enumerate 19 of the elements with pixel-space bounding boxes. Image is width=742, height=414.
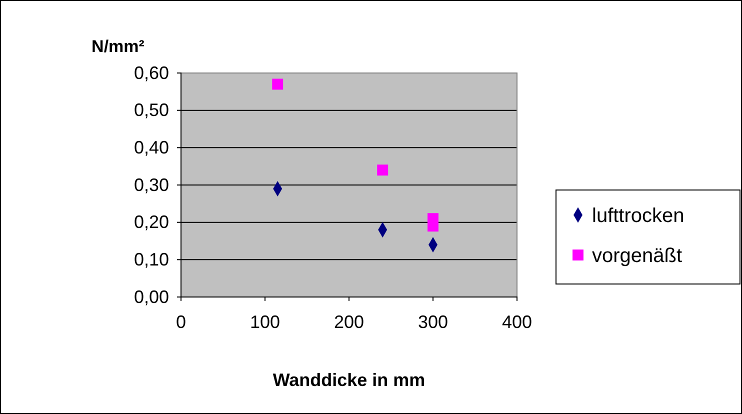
y-tick-label: 0,20 — [134, 212, 169, 232]
y-tick-label: 0,60 — [134, 62, 169, 83]
point — [428, 220, 438, 232]
y-tick-label: 0,30 — [134, 174, 169, 195]
point — [377, 164, 388, 176]
x-tick-label: 100 — [250, 312, 280, 332]
x-tick-label: 300 — [418, 312, 448, 332]
legend-label: vorgenäßt — [592, 245, 682, 267]
x-axis-title: Wanddicke in mm — [272, 370, 426, 390]
x-tick-label: 400 — [502, 312, 532, 332]
x-tick-label: 200 — [334, 312, 364, 332]
y-tick-label: 0,40 — [134, 137, 169, 158]
y-tick-label: 0,10 — [134, 249, 169, 270]
y-axis-title: N/mm² — [92, 37, 145, 56]
point — [272, 78, 284, 90]
y-tick-label: 0,50 — [134, 100, 169, 120]
x-tick-label: 0 — [176, 312, 186, 332]
legend-label: lufttrocken — [592, 205, 684, 227]
y-tick-label: 0,00 — [134, 286, 169, 307]
